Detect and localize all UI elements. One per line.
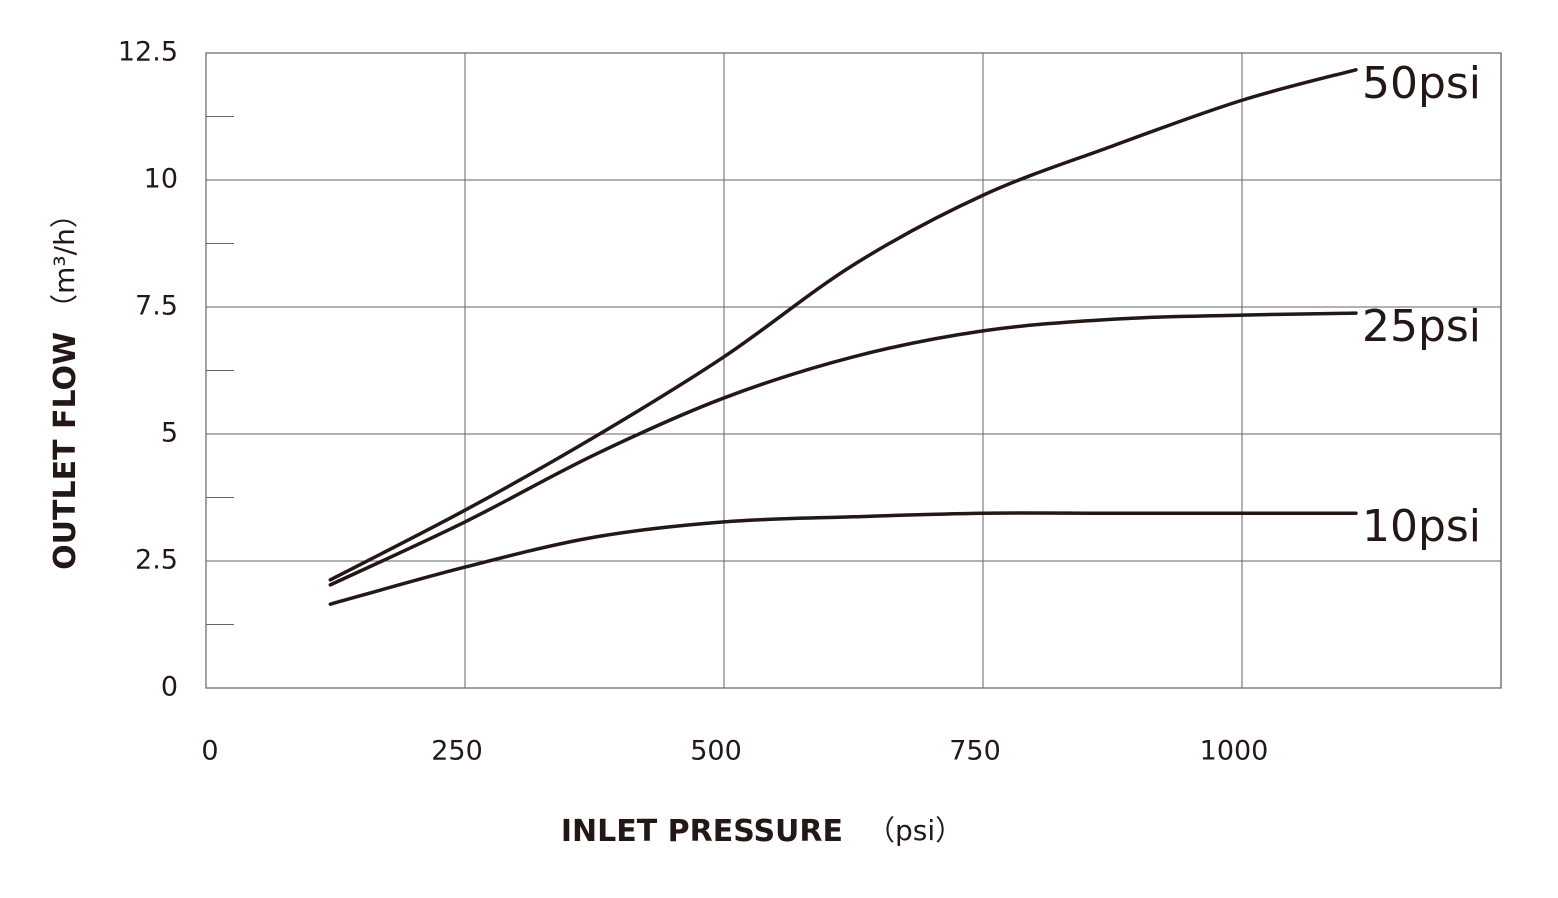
y-unit: （m³/h） <box>48 200 81 322</box>
y-tick-label: 0 <box>161 672 178 703</box>
series-line <box>328 511 1358 606</box>
series-line <box>328 311 1358 587</box>
y-tick-label: 12.5 <box>118 37 178 68</box>
series-line <box>328 68 1358 582</box>
y-tick-label: 10 <box>144 164 178 195</box>
x-tick-label: 500 <box>690 736 742 767</box>
y-axis-title: OUTLET FLOW （m³/h） <box>48 200 83 570</box>
series-label: 50psi <box>1362 58 1481 109</box>
y-label: OUTLET FLOW <box>48 332 83 570</box>
x-tick-label: 0 <box>201 736 218 767</box>
y-tick-label: 2.5 <box>135 545 178 576</box>
plot-frame <box>205 52 1502 689</box>
series-label: 25psi <box>1362 301 1481 352</box>
y-tick-label: 5 <box>161 418 178 449</box>
x-tick-label: 250 <box>431 736 483 767</box>
x-tick-label: 1000 <box>1200 736 1269 767</box>
y-tick-label: 7.5 <box>135 291 178 322</box>
series-label: 10psi <box>1362 501 1481 552</box>
x-tick-label: 750 <box>949 736 1001 767</box>
x-axis-title: INLET PRESSURE （psi） <box>561 814 963 849</box>
x-unit: （psi） <box>867 814 963 847</box>
x-label: INLET PRESSURE <box>561 814 843 849</box>
